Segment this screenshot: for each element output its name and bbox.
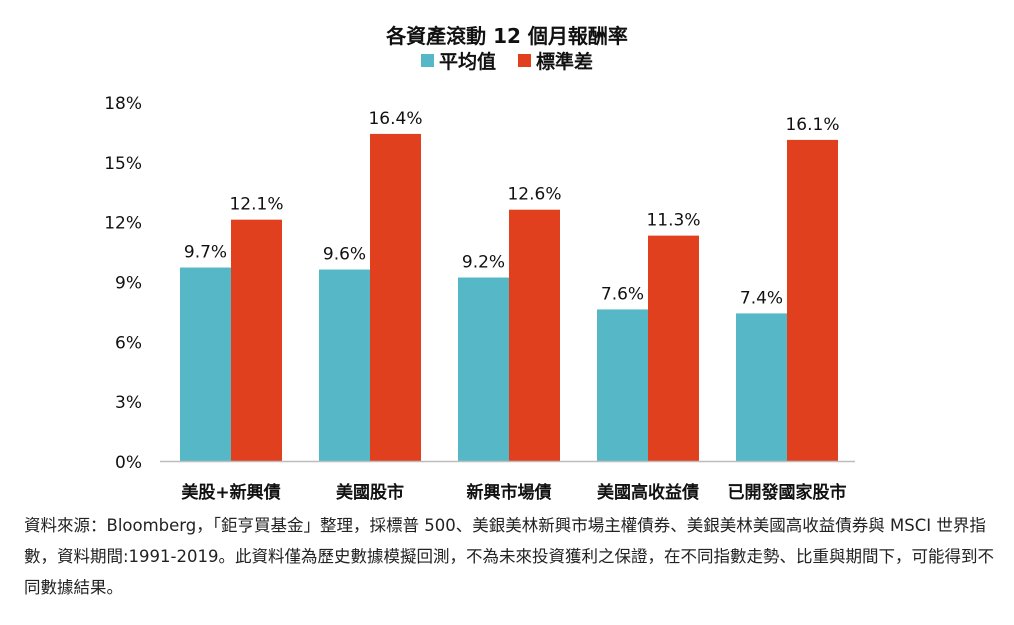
y-tick-label: 18%: [104, 94, 142, 114]
data-label: 9.2%: [462, 253, 505, 273]
bar-mean: [180, 267, 231, 461]
bar-mean: [597, 309, 648, 461]
bar-chart: 0% 3% 6% 9% 12% 15% 18% 9.7% 12.1% 美股+新興債 9.6% 16.4…: [104, 94, 855, 503]
y-tick-label: 0%: [115, 453, 142, 473]
data-label: 16.1%: [785, 115, 839, 135]
x-tick-label: 新興市場債: [467, 482, 552, 503]
data-label: 11.3%: [646, 211, 700, 231]
data-label: 7.6%: [601, 284, 644, 304]
y-tick-label: 12%: [104, 214, 142, 234]
y-tick-label: 15%: [104, 154, 142, 174]
chart-title: 各資產滾動 12 個月報酬率: [386, 24, 628, 48]
legend: 平均值 標準差: [0, 47, 1014, 74]
bar-mean: [736, 313, 787, 461]
data-label: 9.6%: [323, 245, 366, 265]
bar-stddev: [787, 139, 838, 461]
data-label: 12.6%: [507, 185, 561, 205]
x-tick-label: 美國高收益債: [597, 482, 699, 503]
data-label: 9.7%: [184, 243, 227, 263]
bar-mean: [319, 269, 370, 461]
x-tick-label: 美國股市: [336, 482, 404, 503]
legend-swatch-stddev: [518, 54, 531, 67]
data-label: 7.4%: [740, 288, 783, 308]
legend-label-mean: 平均值: [438, 51, 496, 73]
data-label: 16.4%: [368, 109, 422, 129]
y-tick-label: 3%: [115, 393, 142, 413]
legend-item-stddev: 標準差: [518, 47, 593, 74]
y-tick-label: 6%: [115, 333, 142, 353]
legend-item-mean: 平均值: [420, 47, 496, 74]
x-tick-label: 美股+新興債: [181, 482, 280, 503]
bar-mean: [458, 277, 509, 461]
data-label: 12.1%: [229, 195, 283, 215]
legend-label-stddev: 標準差: [536, 51, 594, 73]
y-tick-label: 9%: [115, 274, 142, 294]
bar-stddev: [231, 219, 282, 461]
footnote: 資料來源：Bloomberg，「鉅亨買基金」整理，採標普 500、美銀美林新興市…: [24, 516, 994, 597]
bar-stddev: [648, 235, 699, 461]
bar-stddev: [509, 209, 560, 461]
bar-stddev: [370, 133, 421, 461]
legend-swatch-mean: [420, 54, 434, 67]
x-tick-label: 已開發國家股市: [728, 482, 847, 503]
